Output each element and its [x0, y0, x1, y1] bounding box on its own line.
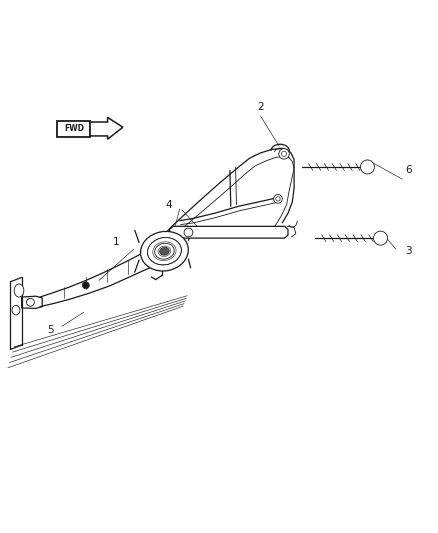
Text: 2: 2 [257, 102, 264, 112]
Circle shape [374, 231, 388, 245]
Text: 5: 5 [48, 325, 54, 335]
Text: 6: 6 [406, 165, 412, 175]
Circle shape [82, 282, 89, 289]
Text: 3: 3 [406, 246, 412, 256]
Circle shape [26, 298, 34, 306]
Ellipse shape [12, 305, 20, 315]
Circle shape [276, 197, 280, 201]
Circle shape [360, 160, 374, 174]
Polygon shape [152, 234, 177, 268]
Text: 1: 1 [113, 238, 120, 247]
Ellipse shape [159, 247, 169, 255]
Circle shape [274, 195, 283, 203]
Ellipse shape [141, 231, 188, 271]
FancyBboxPatch shape [57, 120, 90, 138]
Ellipse shape [148, 238, 181, 265]
Circle shape [279, 149, 289, 159]
Circle shape [282, 151, 287, 157]
Polygon shape [90, 117, 123, 139]
Text: FWD: FWD [64, 124, 84, 133]
Text: 4: 4 [166, 200, 172, 211]
Polygon shape [170, 227, 288, 238]
Circle shape [184, 228, 193, 237]
Ellipse shape [155, 243, 174, 259]
Ellipse shape [14, 284, 24, 297]
